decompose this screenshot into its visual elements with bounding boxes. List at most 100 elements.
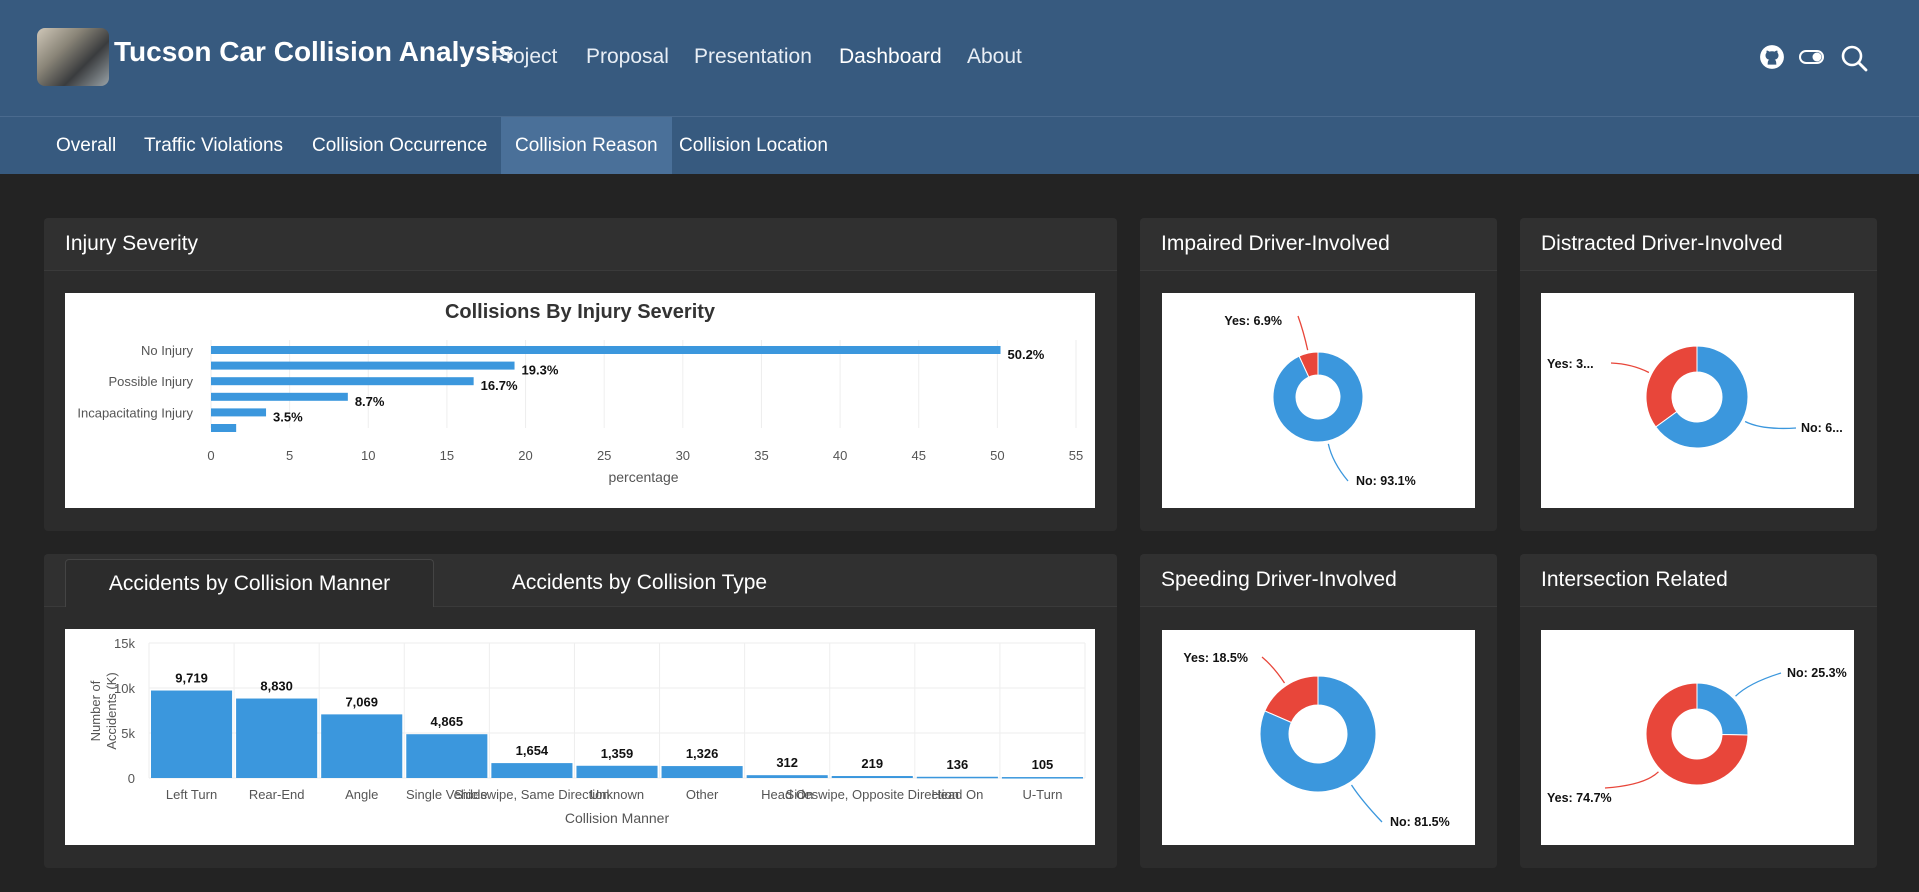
intersection-chart-panel: No: 25.3% Yes: 74.7% [1541, 630, 1854, 845]
injury-xaxis-label: percentage [608, 469, 678, 485]
injury-value-label: 50.2% [1008, 347, 1045, 362]
intersection-related-card-header: Intersection Related [1520, 554, 1877, 607]
manner-xtick-label: U-Turn [1022, 787, 1062, 802]
brand-logo[interactable] [37, 28, 109, 86]
collision-manner-chart: 0 5k 10k 15k Number ofAccidents (K) 9,719 Left… [88, 636, 1086, 826]
speeding-driver-card-title: Speeding Driver-Involved [1161, 568, 1397, 591]
injury-bar [211, 392, 348, 401]
speeding-driver-chart: Yes: 18.5% No: 81.5% [1183, 651, 1450, 829]
injury-severity-chart: Collisions By Injury Severity 0 5 10 15 20 25 3… [77, 301, 1083, 485]
manner-yaxis-label-line: Accidents (K) [104, 672, 119, 749]
subnav-traffic-violations[interactable]: Traffic Violations [144, 135, 284, 156]
search-icon[interactable] [1840, 44, 1868, 72]
manner-xtick-label: Head On [931, 787, 983, 802]
nav-project[interactable]: Project [492, 45, 558, 68]
manner-value-label: 1,654 [516, 743, 549, 758]
manner-bar [406, 734, 488, 778]
injury-bar [211, 377, 474, 386]
nav-proposal[interactable]: Proposal [586, 45, 669, 68]
speeding-driver-card-header: Speeding Driver-Involved [1140, 554, 1497, 607]
speeding-leader-line [1350, 784, 1383, 823]
intersection-slice [1645, 682, 1749, 786]
injury-xtick-label: 5 [286, 448, 293, 463]
distracted-slice-label: No: 6... [1801, 421, 1843, 435]
injury-xtick-label: 25 [597, 448, 611, 463]
injury-xtick-label: 15 [440, 448, 454, 463]
manner-xtick-label: Angle [345, 787, 378, 802]
impaired-driver-card-header: Impaired Driver-Involved [1140, 218, 1497, 271]
manner-value-label: 105 [1032, 757, 1054, 772]
subnav-overall[interactable]: Overall [56, 135, 117, 156]
distracted-slice [1655, 345, 1749, 449]
nav-dashboard[interactable]: Dashboard [839, 45, 942, 68]
injury-chart-panel: Collisions By Injury Severity 0 5 10 15 20 25 3… [65, 293, 1095, 508]
injury-chart-title: Collisions By Injury Severity [445, 301, 716, 323]
manner-value-label: 8,830 [260, 679, 293, 694]
manner-bar [491, 763, 573, 778]
distracted-driver-chart: Yes: 3... No: 6... [1547, 345, 1843, 449]
github-icon[interactable] [1759, 44, 1785, 70]
injury-ytick-label: No Injury [141, 343, 194, 358]
distracted-leader-line [1744, 420, 1797, 430]
injury-severity-card: Injury Severity Collisions By Injury Sev… [44, 218, 1117, 531]
subnav-collision-reason[interactable]: Collision Reason [501, 117, 672, 174]
speeding-driver-card: Speeding Driver-Involved Yes: 18.5% No: 8… [1140, 554, 1497, 868]
manner-xtick-label: Sideswipe, Same Direction [454, 787, 609, 802]
manner-value-label: 1,326 [686, 746, 719, 761]
injury-xtick-label: 20 [518, 448, 532, 463]
nav-presentation[interactable]: Presentation [694, 45, 812, 68]
manner-yaxis-label: Number ofAccidents (K) [88, 672, 119, 749]
manner-xtick-label: Other [686, 787, 719, 802]
distracted-driver-card: Distracted Driver-Involved Yes: 3... No: … [1520, 218, 1877, 531]
speeding-chart-panel: Yes: 18.5% No: 81.5% [1162, 630, 1475, 845]
distracted-slice-label: Yes: 3... [1547, 357, 1594, 371]
injury-bar [211, 361, 515, 370]
brand-title[interactable]: Tucson Car Collision Analysis [114, 36, 514, 67]
injury-bar [211, 346, 1001, 354]
manner-value-label: 4,865 [431, 714, 464, 729]
manner-ytick-label: 10k [114, 681, 135, 696]
injury-value-label: 3.5% [273, 409, 303, 424]
distracted-chart-panel: Yes: 3... No: 6... [1541, 293, 1854, 508]
tab-collision-type[interactable]: Accidents by Collision Type [511, 571, 768, 594]
injury-xtick-label: 50 [990, 448, 1004, 463]
subnav-collision-location[interactable]: Collision Location [679, 135, 828, 156]
impaired-driver-card: Impaired Driver-Involved Yes: 6.9% No: 93… [1140, 218, 1497, 531]
collision-tabs-header: Accidents by Collision Manner Accidents … [44, 554, 1117, 607]
impaired-driver-card-title: Impaired Driver-Involved [1161, 232, 1390, 255]
subnav-collision-occurrence[interactable]: Collision Occurrence [312, 135, 488, 156]
intersection-slice-label: No: 25.3% [1787, 666, 1847, 680]
speeding-leader-line [1261, 656, 1286, 684]
injury-ytick-label: Possible Injury [108, 374, 193, 389]
speeding-slice-label: No: 81.5% [1390, 815, 1450, 829]
manner-chart-panel: 0 5k 10k 15k Number ofAccidents (K) 9,719 Left… [65, 629, 1095, 845]
injury-value-label: 16.7% [481, 378, 518, 393]
manner-bar [576, 765, 658, 778]
toggle-icon[interactable] [1798, 47, 1826, 67]
manner-value-label: 219 [861, 756, 883, 771]
manner-bar [321, 714, 403, 778]
manner-bar [236, 698, 318, 778]
manner-xtick-label: Single Vehicle [406, 787, 488, 802]
nav-about[interactable]: About [967, 45, 1022, 68]
injury-ytick-label: Incapacitating Injury [77, 405, 193, 420]
injury-value-label: 19.3% [522, 363, 559, 378]
injury-xtick-label: 40 [833, 448, 847, 463]
speeding-slice [1259, 675, 1377, 793]
manner-ytick-label: 0 [128, 771, 135, 786]
distracted-driver-card-header: Distracted Driver-Involved [1520, 218, 1877, 271]
impaired-driver-chart: Yes: 6.9% No: 93.1% [1224, 314, 1415, 488]
intersection-leader-line [1604, 771, 1659, 789]
tab-collision-manner[interactable]: Accidents by Collision Manner [65, 559, 434, 607]
distracted-slice [1645, 345, 1698, 428]
intersection-related-chart: No: 25.3% Yes: 74.7% [1547, 666, 1847, 805]
speeding-slice-label: Yes: 18.5% [1183, 651, 1248, 665]
dashboard-subnav: Overall Traffic Violations Collision Occ… [0, 117, 1919, 174]
manner-ytick-label: 15k [114, 636, 135, 651]
manner-bar [661, 766, 743, 778]
manner-xtick-label: Left Turn [166, 787, 217, 802]
injury-xtick-label: 30 [676, 448, 690, 463]
impaired-slice-label: Yes: 6.9% [1224, 314, 1282, 328]
distracted-driver-card-title: Distracted Driver-Involved [1541, 232, 1783, 255]
manner-value-label: 136 [947, 757, 969, 772]
